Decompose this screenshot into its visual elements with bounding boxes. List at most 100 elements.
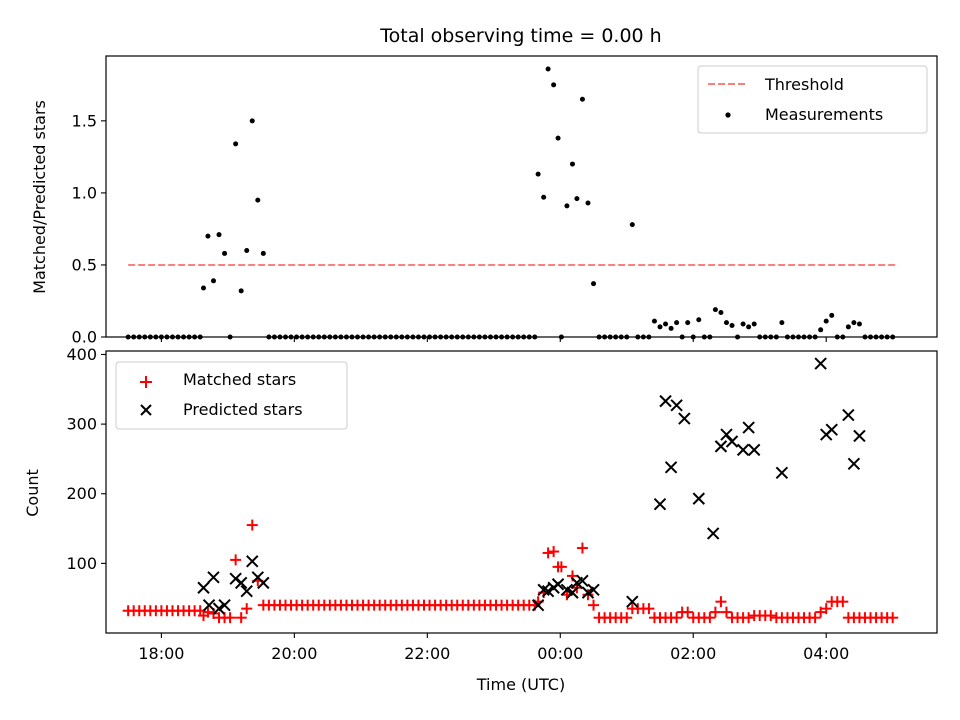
ratio-y-tick-label: 0.0 (72, 328, 97, 347)
measurement-point (685, 320, 691, 326)
predicted-star-point (670, 399, 683, 412)
matched-star-point (542, 547, 554, 559)
predicted-star-point (720, 428, 733, 441)
figure-title: Total observing time = 0.00 h (379, 25, 661, 47)
count-legend-frame (115, 361, 348, 430)
measurement-point (210, 278, 216, 284)
matched-star-point (548, 546, 560, 558)
predicted-star-point (234, 576, 248, 590)
measurement-point (823, 318, 829, 324)
predicted-star-point (653, 497, 667, 511)
matched-star-point (241, 603, 253, 615)
matched-star-point (671, 612, 683, 624)
measurement-point (591, 281, 597, 287)
measurement-point (205, 233, 211, 239)
count-y-axis-label: Count (23, 469, 42, 517)
ratio-y-tick-label: 0.5 (72, 255, 97, 274)
predicted-star-point (692, 492, 705, 505)
measurement-point (740, 321, 746, 327)
x-axis-label: Time (UTC) (476, 675, 565, 694)
measurement-point (244, 248, 250, 254)
matched-star-point (809, 612, 821, 624)
matched-star-point (576, 542, 588, 554)
measurement-point (729, 322, 735, 328)
matched-star-point (202, 606, 214, 618)
predicted-star-point (742, 421, 755, 434)
measurement-point (696, 317, 702, 323)
predicted-star-point (537, 583, 550, 597)
ratio-y-ticks: 0.0 0.5 1.0 1.5 (72, 111, 106, 347)
measurement-point (663, 321, 669, 327)
measurement-point (718, 310, 724, 316)
predicted-star-point (541, 585, 555, 598)
predicted-star-point (775, 466, 789, 480)
predicted-star-point (814, 357, 827, 370)
measurement-point (674, 320, 680, 326)
measurement-point (751, 321, 757, 327)
count-panel-frame (105, 350, 938, 634)
count-x-tick-label: 18:00 (138, 644, 184, 663)
measurement-point (201, 285, 207, 291)
predicted-star-point (847, 457, 861, 471)
predicted-star-point (531, 598, 545, 612)
matched-star-point (643, 603, 655, 615)
legend-measurements-label: Measurements (765, 105, 883, 124)
predicted-star-point (257, 576, 270, 590)
measurement-point (818, 327, 824, 333)
count-x-tick-label: 00:00 (537, 644, 583, 663)
measurement-point (574, 196, 580, 202)
matched-star-point (765, 610, 777, 622)
ratio-legend: Threshold Measurements (697, 65, 928, 134)
count-y-tick-label: 400 (66, 345, 97, 364)
measurement-point (829, 312, 835, 318)
measurement-point (260, 250, 266, 256)
measurement-point (845, 324, 851, 330)
predicted-star-point (853, 429, 866, 443)
matched-star-point (235, 612, 247, 624)
legend-measurements-swatch (725, 112, 731, 118)
count-x-ticks: 18:00 20:00 22:00 00:00 02:00 04:00 (138, 633, 849, 663)
measurement-point (579, 96, 585, 102)
predicted-star-point (747, 443, 761, 457)
predicted-star-point (725, 435, 739, 448)
predicted-star-point (842, 408, 855, 422)
measurement-point (545, 66, 551, 72)
measurement-point (569, 161, 575, 167)
predicted-star-point (218, 598, 231, 612)
matched-star-point (743, 612, 755, 624)
legend-matched-swatch (140, 376, 152, 388)
matched-star-point (621, 612, 633, 624)
ratio-legend-frame (697, 65, 928, 134)
measurement-point (629, 222, 635, 228)
legend-threshold-label: Threshold (764, 75, 844, 94)
ratio-y-tick-label: 1.5 (72, 111, 97, 130)
matched-star-point (555, 561, 567, 573)
predicted-star-point (664, 461, 678, 474)
matched-star-point (820, 603, 832, 615)
count-y-tick-label: 200 (66, 484, 97, 503)
predicted-star-point (207, 571, 220, 584)
matched-star-point (246, 519, 258, 531)
predicted-star-point (576, 574, 589, 587)
measurement-point (712, 307, 718, 313)
matched-star-point (230, 554, 242, 566)
matched-star-point (715, 596, 727, 608)
measurement-point (779, 320, 785, 326)
ratio-y-axis-label: Matched/Predicted stars (30, 100, 49, 294)
predicted-star-point (659, 394, 672, 408)
measurement-point (233, 141, 239, 147)
predicted-star-point (714, 440, 728, 453)
measurement-point (723, 320, 729, 326)
measurement-point (249, 118, 255, 124)
ratio-panel-frame (105, 55, 938, 338)
count-x-tick-label: 22:00 (404, 644, 450, 663)
predicted-star-point (566, 586, 579, 599)
predicted-star-point (825, 423, 838, 436)
matched-star-point (720, 606, 732, 618)
matched-star-point (709, 606, 721, 618)
matched-star-point (588, 599, 600, 611)
measurement-point (222, 250, 228, 256)
count-panel: 100 200 300 400 18:00 20:00 22:00 00:00 02:00 04… (23, 345, 938, 694)
measurement-point (564, 203, 570, 209)
count-marks (122, 357, 899, 624)
